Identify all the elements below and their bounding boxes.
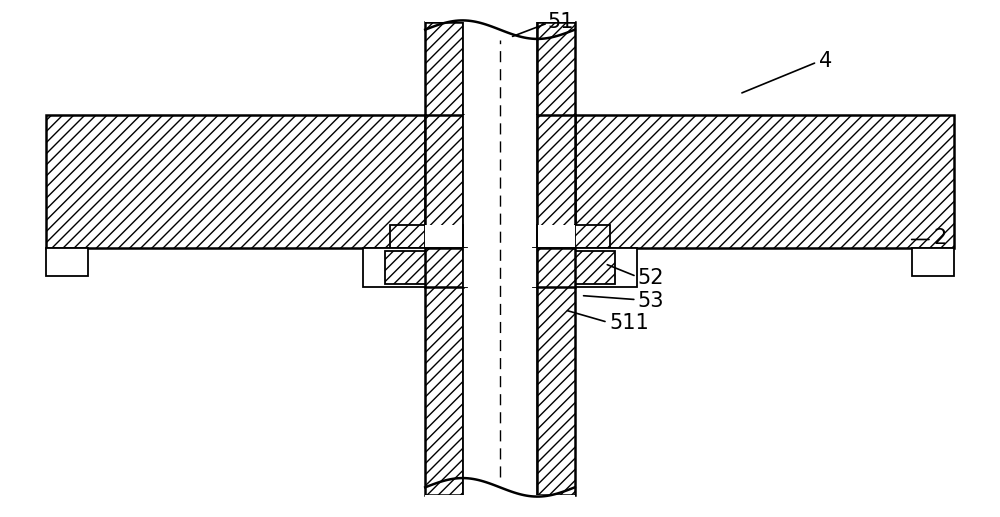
Bar bbox=[46, 115, 425, 248]
Text: 511: 511 bbox=[610, 313, 649, 333]
Bar bbox=[425, 22, 463, 495]
Bar bbox=[390, 225, 425, 248]
Bar bbox=[425, 0, 575, 22]
Bar bbox=[425, 115, 575, 248]
Text: 52: 52 bbox=[638, 268, 664, 288]
Text: 2: 2 bbox=[934, 228, 947, 248]
Bar bbox=[363, 248, 467, 287]
Bar bbox=[537, 22, 575, 495]
Bar bbox=[425, 115, 463, 248]
Bar bbox=[467, 248, 533, 287]
Bar bbox=[425, 225, 575, 248]
Bar bbox=[463, 22, 537, 495]
Bar bbox=[912, 248, 954, 277]
Bar bbox=[385, 251, 445, 284]
Bar bbox=[575, 225, 610, 248]
Bar bbox=[537, 115, 575, 248]
Text: 53: 53 bbox=[638, 291, 664, 311]
Bar bbox=[463, 115, 537, 248]
Bar bbox=[575, 115, 954, 248]
Bar bbox=[46, 248, 88, 277]
Bar bbox=[463, 248, 537, 287]
Text: 4: 4 bbox=[819, 51, 832, 70]
Bar bbox=[425, 248, 463, 287]
Text: 51: 51 bbox=[548, 12, 574, 32]
Bar bbox=[533, 248, 637, 287]
Bar bbox=[425, 495, 575, 517]
Bar bbox=[555, 251, 615, 284]
Bar bbox=[537, 248, 575, 287]
